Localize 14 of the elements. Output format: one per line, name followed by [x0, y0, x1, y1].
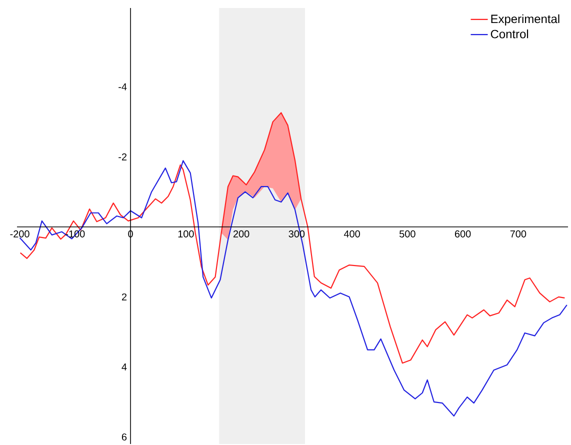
y-tick-label: 6	[122, 433, 127, 441]
x-tick-label: -200	[10, 230, 30, 238]
x-tick-label: 600	[454, 230, 471, 238]
x-tick-label: 100	[178, 230, 194, 238]
y-tick-label: -4	[118, 83, 127, 90]
y-tick-label: -2	[118, 153, 127, 160]
legend-label: Control	[490, 30, 528, 38]
x-tick-label: 700	[510, 230, 526, 238]
y-tick-label: 4	[122, 364, 127, 370]
legend-label: Experimental	[491, 14, 560, 26]
y-tick-label: 2	[122, 293, 127, 300]
x-tick-label: 200	[233, 230, 250, 238]
x-tick-label: 400	[344, 230, 360, 238]
x-tick-label: 500	[400, 230, 416, 238]
